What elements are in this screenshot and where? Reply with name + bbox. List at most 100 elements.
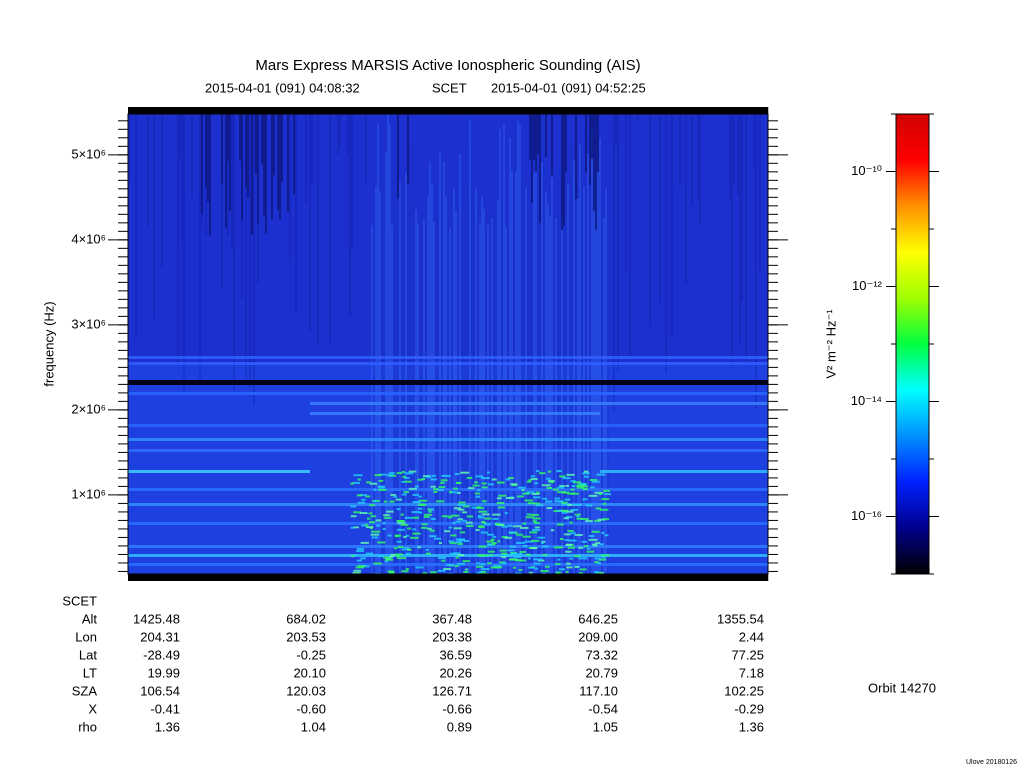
spec-patch [565,543,572,546]
spec-patch [513,555,522,558]
spec-patch [427,527,432,530]
spec-patch [441,515,450,518]
spec-patch [440,479,448,482]
spec-patch [403,491,409,494]
spec-band [128,438,768,441]
spec-patch [420,526,428,529]
spec-patch [431,474,437,477]
spec-patch [603,489,610,492]
spec-patch [567,504,573,507]
spec-patch [412,516,420,519]
spec-patch [567,529,574,532]
spec-patch [405,552,412,555]
spec-patch [579,483,587,486]
spec-patch [556,470,562,473]
spec-patch [487,562,492,565]
spec-patch [491,478,497,481]
table-cell: 646.25 [578,611,618,626]
table-cell: 117.10 [579,683,618,698]
spec-patch [361,524,366,527]
spec-patch [437,489,444,492]
spec-patch [383,514,390,517]
spec-patch [481,513,490,516]
spec-band [128,488,768,491]
table-cell: 209.00 [578,629,618,644]
spec-patch [377,488,387,491]
spec-patch [529,531,538,534]
spec-patch [530,478,538,481]
spec-patch [355,550,364,553]
table-cell: 1.36 [739,719,764,734]
spec-patch [365,495,371,498]
spec-patch [510,483,518,486]
spec-patch [553,510,560,513]
spec-patch [417,546,421,549]
spec-patch [533,558,543,561]
table-cell: 1425.48 [133,611,180,626]
table-cell: 20.10 [293,665,326,680]
spec-patch [357,565,366,568]
spec-patch [575,484,584,487]
spec-patch [499,549,507,552]
spec-patch [533,562,541,565]
spec-patch [368,512,373,515]
table-row-label: SCET [62,593,97,608]
spec-patch [601,531,605,534]
table-row-label: LT [83,665,97,680]
spec-patch [602,518,610,521]
spec-band [128,449,768,452]
spec-patch [477,516,485,519]
spec-patch [574,565,580,568]
spec-patch [457,518,464,521]
spec-patch [443,568,452,571]
spec-patch [401,570,409,573]
table-cell: 1.05 [593,719,618,734]
spec-patch [558,568,566,571]
spec-patch [386,474,394,477]
spec-patch [537,536,546,539]
spec-patch [585,504,593,507]
table-cell: 102.25 [724,683,764,698]
spec-band [128,470,310,473]
spec-patch [378,479,384,482]
spec-patch [419,499,428,502]
spec-patch [498,494,507,497]
spec-patch [604,534,609,537]
spec-patch [441,474,451,477]
spec-patch [404,480,412,483]
spec-patch [429,508,435,511]
spec-patch [486,543,492,546]
spec-patch [454,565,459,568]
spec-patch [395,554,400,557]
spec-patch [353,474,363,477]
table-row-label: SZA [72,683,98,698]
spec-patch [514,559,523,562]
spec-patch [561,503,570,506]
spec-patch [588,494,598,497]
spec-patch [414,485,419,488]
spec-patch [547,470,552,473]
spec-patch [535,491,540,494]
spec-patch [522,535,531,538]
spec-patch [512,525,522,528]
spec-patch [462,560,470,563]
spec-patch [555,571,562,574]
spec-patch [433,490,438,493]
spec-patch [484,517,492,520]
spec-patch [520,526,529,529]
spec-patch [374,474,382,477]
spec-patch [588,535,595,538]
spec-patch [366,481,371,484]
spec-patch [478,525,484,528]
spec-patch [421,478,426,481]
spec-patch [532,520,537,523]
spec-patch [542,572,546,574]
spec-patch [545,500,553,503]
spec-patch [508,531,516,534]
spec-patch [378,555,384,558]
spec-patch [594,561,599,564]
spec-patch [573,481,582,484]
axes: 04:1004:2004:3004:4004:501×10⁶2×10⁶3×10⁶… [62,107,939,734]
spec-patch [402,475,406,478]
table-cell: 684.02 [286,611,326,626]
